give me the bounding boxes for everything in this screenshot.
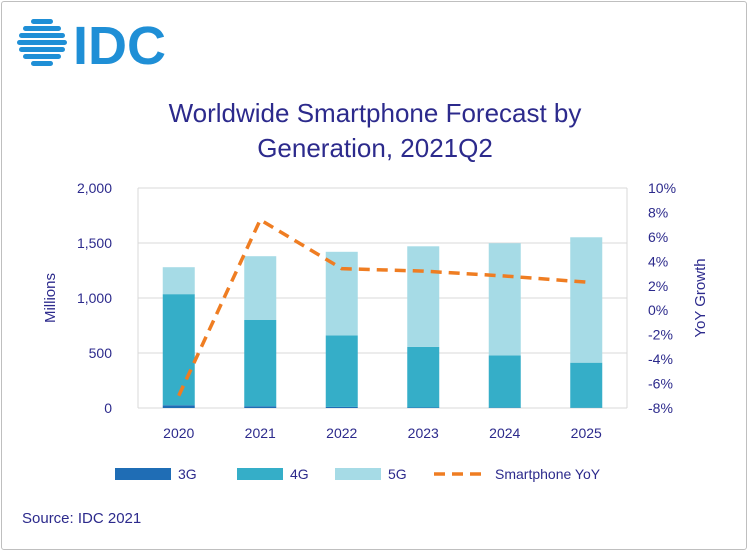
bar-3g: [162, 405, 195, 408]
y2-tick-label: 6%: [648, 229, 668, 245]
legend-label: 3G: [178, 466, 197, 482]
y-tick-label: 1,500: [77, 235, 112, 251]
y-tick-label: 2,000: [77, 180, 112, 196]
x-tick-label: 2025: [571, 425, 602, 441]
bar-4g: [570, 362, 603, 408]
idc-logo: IDC: [17, 16, 166, 72]
chart-title-line-2: Generation, 2021Q2: [257, 133, 493, 163]
y2-tick-label: 0%: [648, 302, 668, 318]
bar-5g: [488, 243, 521, 356]
bar-4g: [325, 335, 358, 407]
legend-label: 4G: [290, 466, 309, 482]
y-tick-label: 1,000: [77, 290, 112, 306]
yoy-line: [177, 217, 587, 397]
source-note: Source: IDC 2021: [22, 510, 142, 527]
bar-4g: [162, 294, 195, 406]
legend-swatch: [115, 468, 171, 480]
y2-tick-label: -8%: [648, 400, 673, 416]
y2-tick-label: -6%: [648, 376, 673, 392]
y-tick-label: 0: [104, 400, 112, 416]
y2-tick-label: 10%: [648, 180, 676, 196]
legend-swatch: [335, 468, 381, 480]
bar-3g: [325, 406, 358, 408]
x-tick-label: 2024: [489, 425, 520, 441]
y-tick-label: 500: [89, 345, 113, 361]
chart-title-line-1: Worldwide Smartphone Forecast by: [168, 98, 582, 128]
bar-3g: [244, 406, 277, 408]
bar-5g: [407, 246, 440, 347]
y2-tick-label: 2%: [648, 278, 668, 294]
x-tick-label: 2021: [245, 425, 276, 441]
legend-swatch: [237, 468, 283, 480]
bar-5g: [570, 237, 603, 363]
y2-tick-label: 4%: [648, 253, 668, 269]
logo-text: IDC: [73, 16, 166, 72]
y2-tick-label: 8%: [648, 204, 668, 220]
bar-5g: [244, 256, 277, 320]
y2-axis-title: YoY Growth: [692, 258, 709, 337]
bar-5g: [162, 267, 195, 295]
x-tick-label: 2020: [163, 425, 194, 441]
legend-label: 5G: [388, 466, 407, 482]
y2-tick-label: -4%: [648, 351, 673, 367]
bar-4g: [488, 355, 521, 408]
bar-4g: [244, 320, 277, 407]
x-tick-label: 2022: [326, 425, 357, 441]
bar-3g: [407, 407, 440, 408]
bar-4g: [407, 346, 440, 408]
y-axis-title: Millions: [42, 273, 59, 323]
x-tick-label: 2023: [408, 425, 439, 441]
legend-label: Smartphone YoY: [495, 466, 601, 482]
y2-tick-label: -2%: [648, 327, 673, 343]
bar-5g: [325, 251, 358, 336]
